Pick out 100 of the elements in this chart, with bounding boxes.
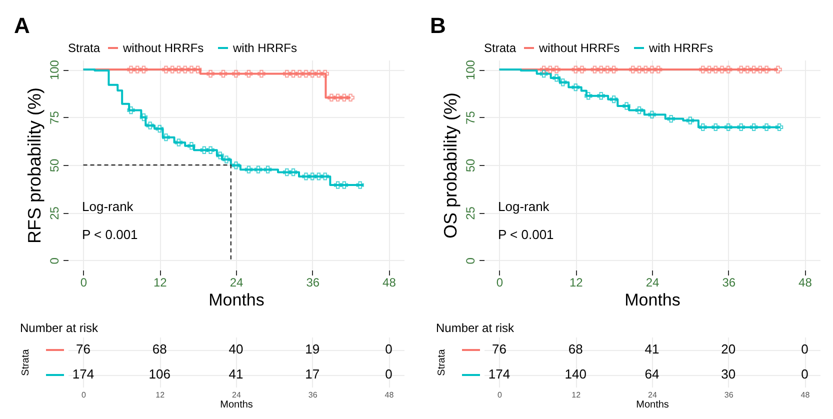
point	[134, 66, 142, 74]
point	[216, 152, 224, 160]
x-tick-label: 12	[153, 276, 168, 290]
point	[206, 70, 214, 78]
point	[314, 172, 323, 180]
x-tick-label: 36	[306, 276, 320, 290]
point	[699, 123, 707, 132]
x-tick-label: 12	[572, 390, 582, 400]
y-tick-label: 50	[48, 158, 62, 172]
x-tick-label: 24	[648, 390, 658, 400]
point	[572, 66, 580, 74]
point	[283, 168, 291, 176]
point	[334, 181, 342, 189]
point	[635, 66, 644, 74]
x-tick-label: 0	[498, 390, 503, 400]
point	[762, 123, 770, 132]
point	[334, 94, 342, 102]
point	[750, 123, 758, 132]
point	[308, 172, 316, 180]
point	[744, 66, 752, 74]
point	[648, 66, 656, 74]
annotation: Log-rank	[82, 199, 134, 214]
x-tick-label: 12	[156, 390, 166, 400]
point	[168, 66, 176, 74]
x-tick-label: 36	[724, 390, 734, 400]
x-tick-label: 48	[382, 276, 396, 290]
point	[127, 66, 135, 74]
point	[540, 70, 548, 78]
point	[604, 66, 612, 74]
point	[156, 124, 164, 133]
y-tick-label: 0	[464, 257, 478, 264]
point	[775, 123, 784, 132]
y-tick-label: 0	[48, 257, 62, 264]
point	[737, 123, 745, 132]
point	[724, 66, 732, 74]
x-tick-label: 48	[384, 390, 394, 400]
y-tick-label: 50	[464, 158, 478, 172]
point	[140, 66, 148, 74]
data-label: 0	[801, 366, 808, 382]
point	[258, 70, 266, 78]
point	[356, 181, 364, 189]
data-label: 0	[801, 342, 808, 356]
point	[222, 156, 230, 164]
data-label: 76	[492, 342, 507, 356]
x-tick-label: 0	[82, 390, 87, 400]
legend-label: without HRRFs	[122, 41, 204, 55]
point	[654, 66, 662, 74]
data-label: 140	[564, 366, 586, 382]
point	[552, 66, 560, 74]
data-label: 64	[644, 366, 660, 382]
point	[127, 106, 135, 114]
point	[206, 146, 214, 154]
point	[174, 138, 183, 146]
point	[584, 92, 592, 100]
annotation: P < 0.001	[498, 227, 554, 242]
point	[712, 123, 720, 132]
point	[140, 113, 148, 122]
point	[302, 70, 310, 78]
legend-title: Strata	[484, 41, 516, 55]
point	[546, 66, 554, 74]
point	[774, 66, 782, 74]
point	[648, 110, 656, 118]
chart-title: A	[14, 13, 30, 38]
data-label: 174	[72, 366, 94, 382]
point	[340, 94, 348, 102]
point	[232, 70, 240, 78]
point	[308, 70, 316, 78]
chart-title: Number at risk	[20, 321, 100, 335]
data-label: 174	[488, 366, 510, 382]
data-label: 41	[228, 366, 244, 382]
y-tick-label: 100	[464, 60, 478, 80]
x-tick-label: 0	[496, 276, 504, 290]
x-tick-label: 48	[800, 390, 810, 400]
point	[302, 172, 310, 180]
point	[181, 66, 189, 74]
x-tick-label: 36	[308, 390, 318, 400]
point	[762, 66, 770, 74]
legend-label: with HRRFs	[648, 41, 714, 55]
x-axis-title: Months	[624, 290, 680, 310]
point	[283, 70, 291, 78]
point	[712, 66, 720, 74]
x-tick-label: 24	[232, 390, 242, 400]
point	[162, 133, 170, 142]
point	[194, 66, 202, 74]
data-label: 41	[644, 342, 660, 356]
point	[756, 66, 764, 74]
y-axis-title: Strata	[436, 348, 448, 376]
data-label: 19	[305, 342, 320, 356]
point	[232, 162, 240, 170]
y-axis-title: RFS probability (%)	[24, 87, 44, 244]
point	[296, 70, 304, 78]
data-label: 20	[721, 342, 736, 356]
y-tick-label: 100	[48, 60, 62, 80]
y-axis-title: OS probability (%)	[440, 92, 460, 239]
x-tick-label: 0	[80, 276, 88, 290]
legend-label: without HRRFs	[538, 41, 620, 55]
data-label: 0	[385, 342, 392, 356]
point	[321, 172, 329, 180]
point	[328, 94, 336, 102]
point	[188, 142, 196, 150]
